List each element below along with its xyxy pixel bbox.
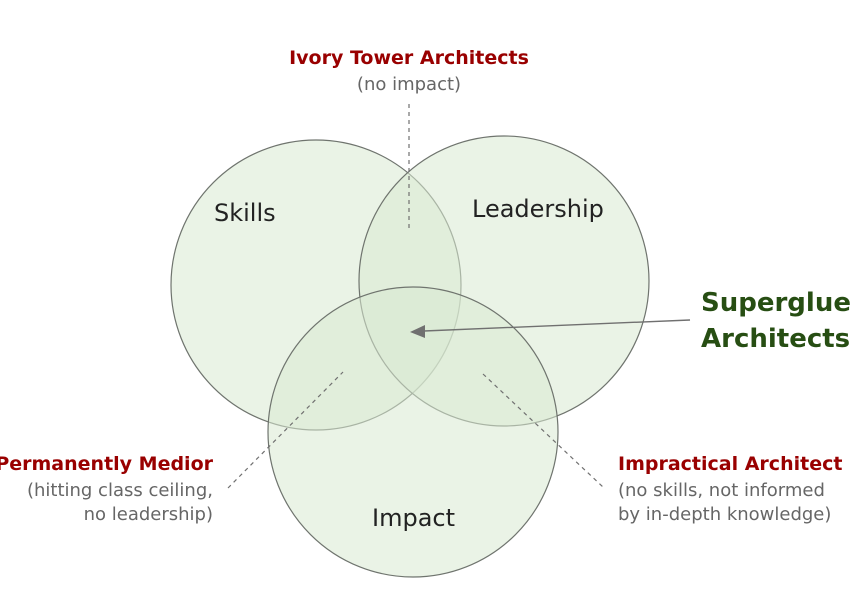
permanently-medior-connector [227, 371, 344, 489]
impractical-architect-subtitle-line-1: (no skills, not informed [618, 480, 825, 501]
ivory-tower-subtitle: (no impact) [357, 74, 461, 95]
superglue-arrow-head [410, 325, 425, 338]
impact-label: Impact [372, 504, 455, 532]
superglue-title-line-1: Superglue [701, 288, 851, 318]
superglue-title-line-2: Architects [701, 324, 850, 354]
permanently-medior-subtitle-line-1: (hitting class ceiling, [27, 480, 213, 501]
impractical-architect-subtitle-line-2: by in-depth knowledge) [618, 504, 831, 525]
skills-label: Skills [214, 199, 276, 227]
ivory-tower-title: Ivory Tower Architects [289, 47, 529, 69]
impractical-architect-title: Impractical Architect [618, 453, 842, 475]
permanently-medior-title: Permanently Medior [0, 453, 214, 475]
permanently-medior-subtitle-line-2: no leadership) [84, 504, 213, 525]
leadership-label: Leadership [472, 195, 604, 223]
impractical-architect-connector [482, 373, 605, 489]
impact-circle [267, 286, 559, 578]
superglue-arrow-line [423, 319, 691, 332]
